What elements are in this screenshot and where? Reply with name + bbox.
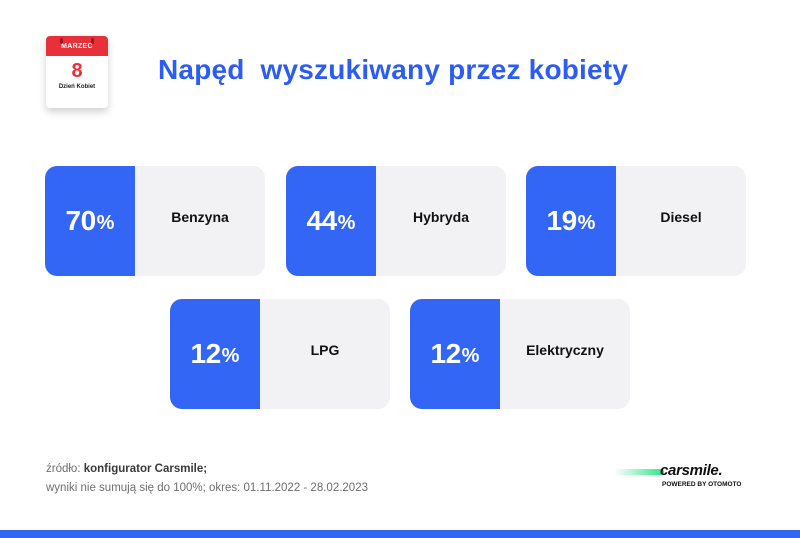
stat-unit: % [461,344,480,367]
source-name: konfigurator Carsmile; [83,463,208,475]
stat-label: Benzyna [171,209,229,225]
calendar-day: 8 [71,60,83,82]
stat-unit: % [96,211,115,234]
source-disclaimer: wyniki nie sumują się do 100%; okres: 01… [46,482,368,494]
stat-percent-box: 12 % [170,299,260,409]
stat-value: 12 [430,338,462,369]
stat-label: LPG [310,342,340,358]
stat-percent-box: 19 % [526,166,616,276]
logo-stripe [614,469,664,475]
stat-unit: % [221,344,240,367]
stat-unit: % [577,211,596,234]
stat-card-elektryczny: 12 % Elektryczny [410,299,630,409]
calendar-icon: MARZEC 8 Dzień Kobiet [46,36,108,108]
source-note: źródło: konfigurator Carsmile; wyniki ni… [46,460,368,498]
source-prefix: źródło: [46,463,81,475]
calendar-caption: Dzień Kobiet [58,84,96,90]
calendar-month: MARZEC [46,36,108,56]
stat-percent-box: 12 % [410,299,500,409]
stat-value: 19 [546,205,578,236]
stat-value: 12 [190,338,222,369]
page-title: Napęd wyszukiwany przez kobiety [158,54,629,85]
stat-percent-box: 44 % [286,166,376,276]
stat-card-diesel: 19 % Diesel [526,166,746,276]
logo-wordmark: carsmile. [660,462,723,479]
stat-value: 70 [65,205,97,236]
stat-unit: % [337,211,356,234]
stat-value: 44 [306,205,338,236]
bottom-accent-bar [0,530,800,538]
source-line: źródło: konfigurator Carsmile; [46,460,368,479]
stat-card-lpg: 12 % LPG [170,299,390,409]
stat-label: Elektryczny [526,342,604,358]
stat-percent-box: 70 % [45,166,135,276]
calendar-ring [60,38,63,44]
logo-subtitle: POWERED BY OTOMOTO [662,481,742,488]
stat-label: Diesel [660,209,702,225]
stat-card-hybryda: 44 % Hybryda [286,166,506,276]
carsmile-logo: carsmile. POWERED BY OTOMOTO [614,460,746,492]
calendar-ring [91,38,94,44]
stat-card-benzyna: 70 % Benzyna [45,166,265,276]
stat-label: Hybryda [412,209,470,225]
